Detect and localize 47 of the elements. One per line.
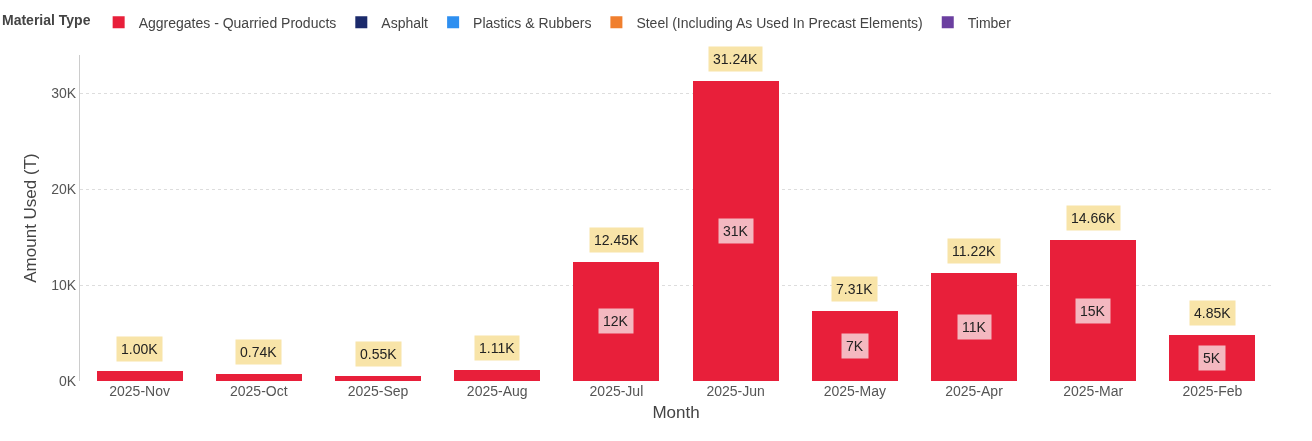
x-tick-label: 2025-Aug (466, 383, 528, 399)
x-tick-label: 2025-Nov (109, 383, 170, 399)
x-axis-title: Month (652, 403, 700, 423)
y-tick-label: 20K (51, 181, 77, 198)
data-label: 7K (846, 338, 864, 354)
data-label: 5K (1203, 350, 1221, 366)
bar (573, 261, 660, 381)
bar (931, 273, 1017, 381)
legend-title: Material Type (2, 11, 91, 28)
bar (454, 370, 541, 381)
total-label: 7.31K (836, 281, 874, 297)
x-tick-label: 2025-Jul (589, 383, 644, 399)
y-tick-label: 30K (51, 85, 77, 102)
x-tick-label: 2025-Jun (706, 383, 765, 399)
legend-label: Steel (Including As Used In Precast Elements) (636, 14, 923, 31)
legend-label: Plastics & Rubbers (473, 14, 592, 31)
total-label: 12.45K (594, 232, 640, 248)
data-label: 31K (723, 223, 749, 239)
bar (811, 310, 898, 381)
x-tick-label: 2025-May (823, 383, 886, 399)
x-tick-label: 2025-Apr (945, 383, 1004, 399)
total-label: 0.74K (240, 344, 278, 360)
x-tick-label: 2025-Mar (1063, 383, 1124, 399)
total-label: 31.24K (713, 51, 759, 67)
bar (1050, 240, 1137, 381)
total-label: 14.66K (1071, 210, 1117, 226)
y-tick-label: 0K (59, 372, 77, 389)
y-axis-title: Amount Used (T) (21, 153, 40, 283)
x-tick-label: 2025-Sep (347, 383, 409, 399)
x-tick-label: 2025-Feb (1182, 383, 1243, 399)
total-label: 0.55K (360, 346, 398, 362)
legend-label: Timber (967, 14, 1012, 31)
bar (335, 375, 421, 381)
legend-label: Asphalt (381, 14, 429, 31)
bar (215, 373, 302, 381)
total-label: 1.00K (121, 341, 159, 357)
total-label: 11.22K (952, 243, 996, 259)
bar (692, 81, 779, 381)
x-tick-label: 2025-Oct (230, 383, 288, 399)
total-label: 1.11K (479, 340, 516, 356)
total-label: 4.85K (1194, 305, 1232, 321)
bar (96, 371, 183, 381)
y-tick-label: 10K (51, 277, 77, 294)
data-label: 12K (603, 313, 629, 329)
data-label: 15K (1080, 303, 1106, 319)
data-label: 11K (962, 319, 987, 335)
legend-label: Aggregates - Quarried Products (138, 14, 337, 31)
